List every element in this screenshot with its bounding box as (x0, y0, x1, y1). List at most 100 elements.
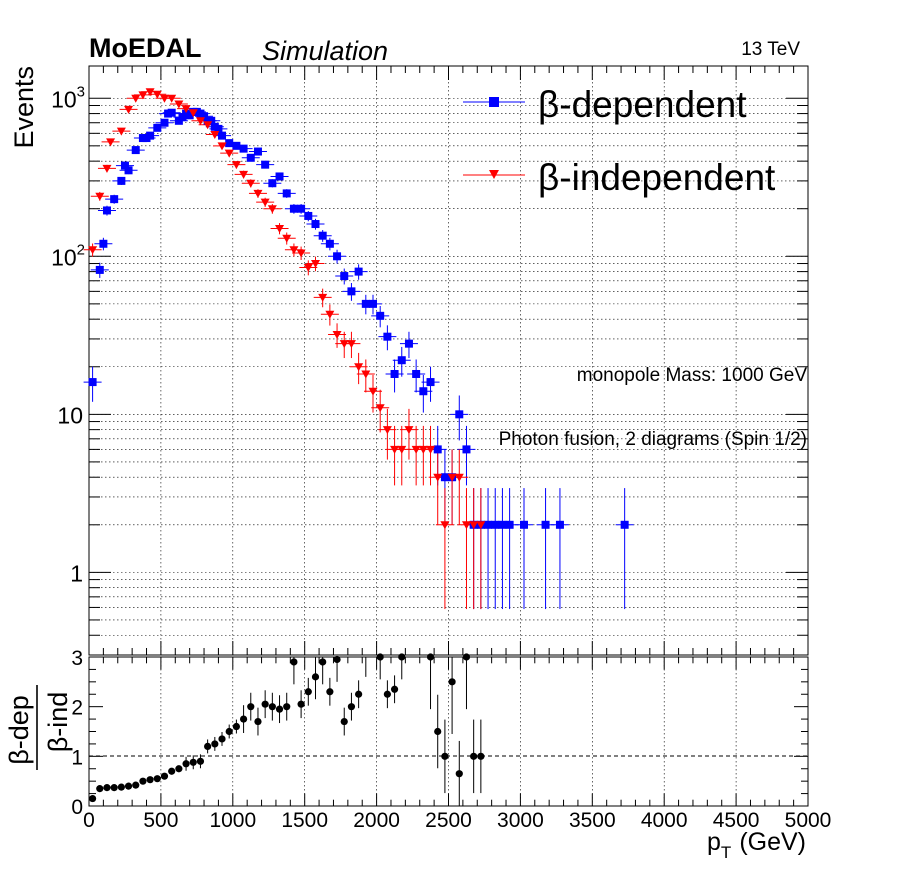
independent-point (88, 246, 98, 255)
y-tick-label-base: 10 (51, 244, 77, 270)
independent-point (275, 224, 285, 233)
ratio-y-tick-label: 2 (71, 697, 83, 720)
dependent-point (120, 161, 129, 170)
independent-point (174, 100, 184, 109)
y-tick-label: 1 (70, 560, 83, 586)
independent-point (404, 426, 414, 435)
y-axis-title: Events (9, 66, 39, 149)
ratio-y-tick-label: 3 (71, 647, 83, 670)
independent-point (203, 121, 213, 130)
dependent-point (620, 520, 629, 529)
experiment-label: MoEDAL (89, 33, 201, 63)
ratio-point (254, 717, 262, 726)
dependent-point (325, 239, 334, 248)
ratio-point (477, 752, 485, 760)
bottom-axis-ticks: 0 500 1000 1500 2000 2500 3000 3500 4000 4500 5000… (71, 647, 831, 832)
dependent-point (160, 118, 169, 127)
x-tick-label: 5000 (785, 809, 832, 832)
dependent-point (347, 287, 356, 296)
dependent-point (304, 211, 313, 220)
dependent-point (555, 520, 564, 529)
x-tick-label: 1500 (281, 809, 328, 832)
independent-point (217, 142, 227, 151)
ratio-point (283, 703, 291, 711)
independent-point (418, 445, 428, 454)
dependent-point (462, 445, 471, 454)
ratio-point (311, 673, 320, 681)
dependent-point (289, 204, 298, 213)
dependent-point (491, 520, 500, 529)
ratio-point (103, 784, 111, 792)
independent-point (332, 330, 342, 339)
dependent-point (426, 378, 435, 387)
dependent-point (239, 144, 248, 153)
ratio-point (268, 703, 276, 711)
ratio-point (448, 678, 456, 686)
independent-point (296, 249, 306, 258)
independent-point (224, 149, 234, 158)
independent-point (440, 521, 450, 530)
dependent-point (268, 179, 277, 188)
independent-point (346, 340, 356, 349)
dependent-point (117, 176, 126, 185)
y-tick-label-exponent: 3 (77, 83, 85, 100)
ratio-point (462, 653, 471, 661)
dependent-point (383, 332, 392, 341)
dependent-point (282, 189, 291, 198)
dependent-point (390, 369, 399, 378)
ratio-y-tick-label: 0 (71, 796, 83, 819)
y-tick-label-base: 10 (51, 86, 77, 112)
x-axis-title-subscript: T (721, 843, 731, 862)
x-tick-label: 1000 (209, 809, 256, 832)
independent-point (433, 473, 443, 482)
independent-point (461, 521, 471, 530)
ratio-point (239, 715, 248, 723)
ratio-point (390, 685, 399, 693)
dependent-point (311, 220, 320, 229)
independent-point (181, 105, 191, 114)
ratio-point (326, 688, 334, 696)
dependent-point (167, 108, 176, 117)
independent-point (124, 105, 134, 114)
dependent-point (541, 520, 550, 529)
ratio-numerator-label: β-dep (4, 695, 34, 765)
ratio-point (426, 653, 435, 661)
ratio-point (232, 722, 240, 731)
independent-point (368, 387, 378, 396)
independent-point (310, 260, 320, 269)
independent-point (167, 94, 177, 103)
independent-point (188, 109, 198, 118)
dependent-point (519, 520, 528, 529)
y-tick-label: 10 (57, 402, 83, 428)
legend-label-independent: β-independent (538, 157, 776, 198)
independent-point (131, 94, 141, 103)
dependent-point (214, 124, 223, 133)
dependent-point (261, 160, 270, 169)
energy-label: 13 TeV (741, 39, 800, 60)
dependent-point (124, 166, 133, 175)
independent-point (289, 246, 299, 255)
ratio-point (470, 752, 478, 760)
dependent-point (95, 265, 104, 274)
ratio-point (160, 772, 169, 780)
ratio-point (175, 765, 183, 773)
ratio-point (347, 703, 356, 711)
independent-point (267, 205, 277, 214)
dependent-point (455, 410, 464, 419)
independent-point (246, 179, 256, 188)
x-axis-title-main: p (707, 828, 721, 856)
ratio-point (88, 794, 97, 803)
dependent-point (275, 172, 284, 181)
independent-point (253, 189, 263, 198)
ratio-point (132, 781, 140, 789)
ratio-point (182, 760, 190, 768)
independent-point (454, 473, 464, 482)
y-tick-label: 102 (51, 241, 85, 270)
ratio-point (275, 705, 284, 713)
dependent-point (318, 231, 327, 240)
independent-point (476, 521, 486, 530)
independent-point (152, 90, 162, 99)
dependent-point (498, 520, 507, 529)
independent-point (397, 445, 407, 454)
